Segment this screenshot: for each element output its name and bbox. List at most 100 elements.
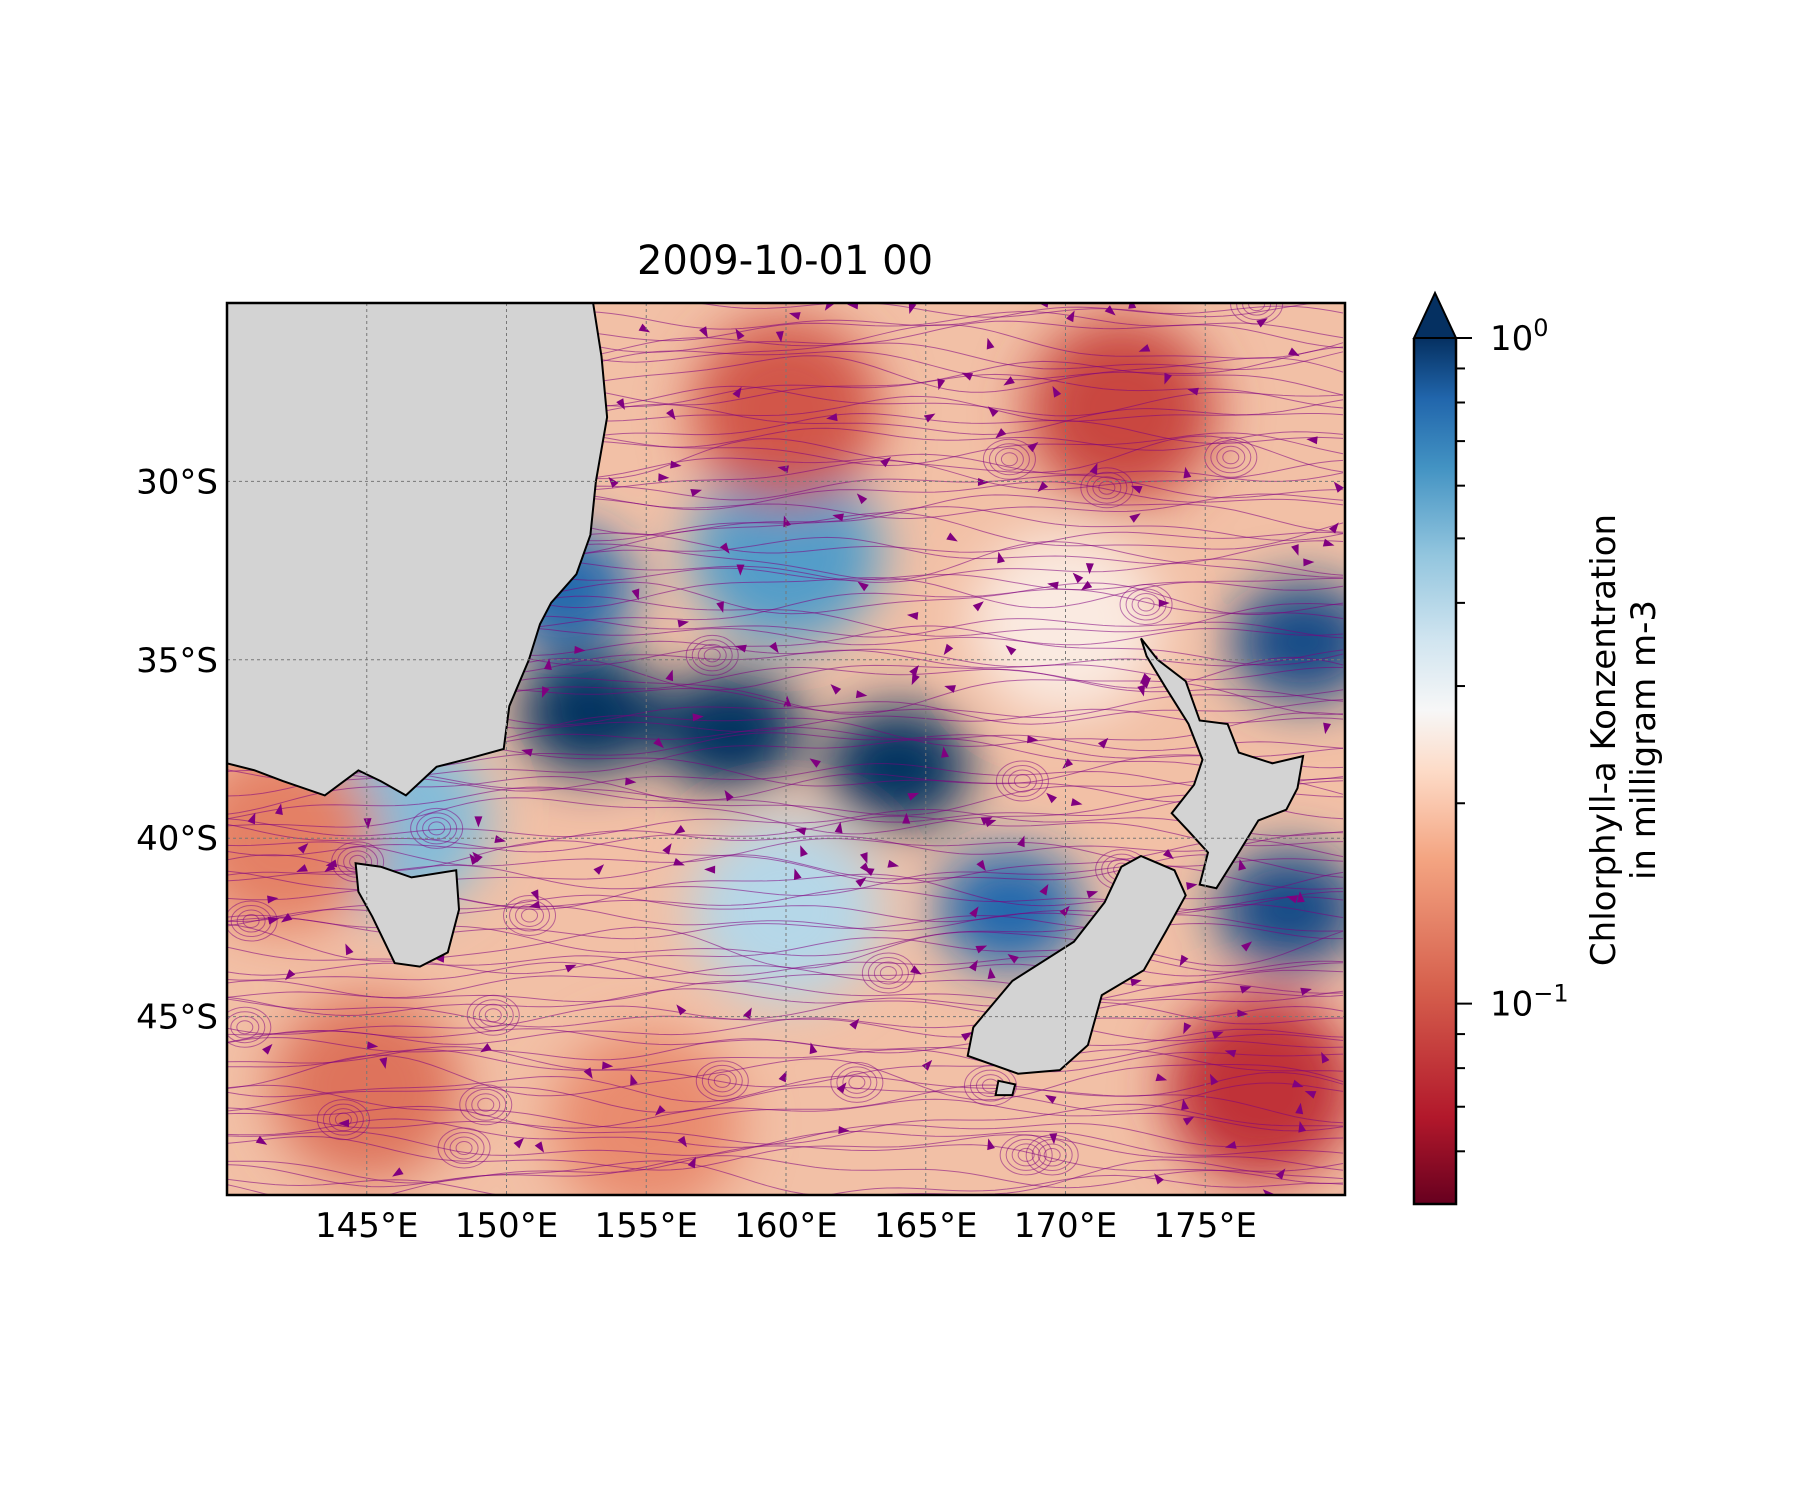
flow-arrow	[1162, 849, 1174, 860]
flow-arrow	[262, 1043, 273, 1055]
flow-arrow	[1224, 1141, 1237, 1149]
flow-arrow	[969, 906, 979, 918]
streamline	[227, 1098, 1344, 1132]
flow-arrow	[907, 792, 920, 801]
x-tick-label: 175°E	[1154, 1206, 1257, 1246]
flow-arrow	[528, 900, 541, 909]
flow-arrow	[944, 685, 956, 693]
flow-arrow	[783, 695, 792, 707]
chlorophyll-patch	[227, 745, 378, 931]
flow-arrow	[1224, 1049, 1237, 1058]
colorbar-tick-label: 10−1	[1490, 980, 1569, 1025]
flow-arrow	[923, 413, 936, 423]
eddy-contour	[1080, 467, 1134, 509]
flow-arrow	[1181, 1098, 1190, 1111]
new-zealand-south-island	[966, 854, 1187, 1075]
flow-arrow	[1256, 318, 1268, 328]
eddy-contour	[713, 1073, 731, 1088]
eddy-contour	[236, 1020, 254, 1035]
eddy-contour	[1216, 445, 1246, 469]
landmasses	[227, 303, 1305, 1097]
flow-arrow	[1158, 599, 1170, 608]
flow-arrow	[363, 818, 372, 830]
flow-arrow	[1321, 1051, 1330, 1064]
flow-arrow	[1154, 1173, 1164, 1185]
flow-arrow	[472, 851, 483, 863]
streamline	[227, 808, 1344, 838]
streamline	[227, 1174, 1344, 1195]
flow-arrow	[1155, 1073, 1168, 1082]
eddy-contour	[242, 914, 260, 929]
eddy-contour	[322, 1103, 364, 1136]
eddy-contour	[477, 1097, 495, 1112]
flow-arrow	[775, 330, 784, 343]
flow-arrow	[630, 1073, 638, 1086]
chlorophyll-patch	[690, 317, 882, 503]
x-tick-label: 145°E	[315, 1206, 418, 1246]
flow-arrow	[856, 493, 868, 505]
flow-arrow	[769, 641, 779, 654]
flow-arrow	[662, 843, 672, 855]
eddy-contour	[988, 443, 1030, 476]
y-tick-label: 45°S	[136, 998, 218, 1038]
flow-arrow	[830, 684, 842, 695]
flow-arrow	[987, 406, 999, 417]
australia-mainland	[227, 303, 609, 797]
flow-arrow	[564, 964, 577, 973]
flow-arrow	[719, 542, 730, 554]
flow-arrow	[1183, 466, 1192, 479]
flow-arrow	[783, 515, 791, 528]
flow-arrow	[469, 853, 479, 865]
chlorophyll-field	[227, 317, 1345, 1195]
eddy-contour	[879, 966, 897, 981]
flow-arrow	[513, 1137, 524, 1149]
eddy-contour	[1098, 480, 1116, 495]
x-axis-ticks: 145°E 150°E 155°E 160°E 165°E 170°E 175°E	[315, 1206, 1257, 1246]
flow-arrow	[736, 564, 745, 576]
flow-arrow	[574, 645, 586, 654]
flow-arrow	[658, 473, 670, 482]
flow-arrow	[880, 456, 892, 468]
flow-arrow	[1097, 737, 1109, 749]
streamline	[227, 1082, 1344, 1113]
flow-arrow	[673, 857, 685, 866]
eddy-contour	[227, 1011, 266, 1044]
flow-arrow	[724, 789, 734, 802]
chlorophyll-patch	[517, 652, 664, 774]
eddy-contour	[1043, 1148, 1061, 1163]
flow-arrow	[1291, 544, 1299, 556]
flow-arrow	[1304, 1090, 1317, 1099]
eddy-contour	[428, 821, 446, 836]
flow-arrow	[968, 959, 978, 972]
flow-arrow	[297, 843, 309, 854]
eddy-contour	[1222, 450, 1240, 465]
flow-arrow	[666, 408, 676, 420]
streamline	[227, 838, 1344, 885]
streamline	[227, 1046, 1344, 1073]
eddy-contour	[1005, 1138, 1047, 1171]
flow-arrow	[987, 967, 996, 980]
colorbar-extend-arrow	[1412, 290, 1458, 339]
flow-arrow	[1129, 513, 1141, 523]
eddy-contour	[830, 1061, 884, 1103]
eddy-contour	[963, 1065, 1017, 1107]
flow-arrow	[732, 386, 742, 399]
eddy-contour	[1037, 1143, 1067, 1167]
flow-arrow	[937, 378, 946, 391]
flow-arrow	[832, 513, 844, 522]
flow-arrow	[480, 1043, 492, 1053]
flow-arrow	[1303, 558, 1315, 567]
flow-arrow	[986, 337, 995, 350]
eddy-contour	[443, 1132, 485, 1165]
chlorophyll-patch	[1216, 848, 1345, 971]
eddy-contour	[1092, 476, 1122, 500]
eddy-contour	[1204, 436, 1258, 478]
flow-arrow	[906, 612, 919, 621]
flow-arrow	[838, 1125, 850, 1134]
flow-arrow	[296, 864, 308, 873]
eddy-contour	[437, 1127, 491, 1169]
flow-arrow	[1241, 941, 1253, 952]
flow-arrow	[1130, 978, 1142, 987]
flow-arrow	[1070, 798, 1083, 806]
flow-arrow	[665, 669, 674, 682]
